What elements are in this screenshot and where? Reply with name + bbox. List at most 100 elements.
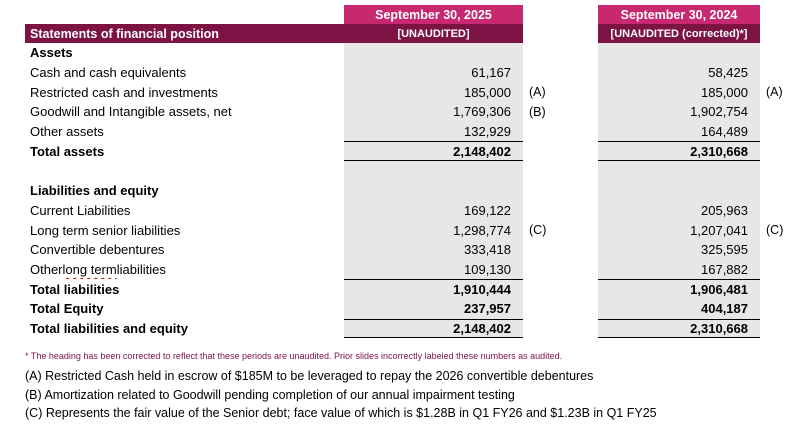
table-row: Cash and cash equivalents 61,167 58,425 bbox=[25, 62, 790, 83]
value-2025: 61,167 bbox=[344, 62, 523, 83]
table-row: Other assets 132,929 164,489 bbox=[25, 121, 790, 142]
column-gap bbox=[558, 102, 598, 122]
table-row: Total Equity 237,957 404,187 bbox=[25, 298, 790, 319]
value-2024: 325,595 bbox=[598, 239, 760, 260]
note-ref-2025 bbox=[523, 63, 558, 83]
value-2024 bbox=[598, 43, 760, 63]
note-ref-2024 bbox=[760, 102, 790, 122]
table-row: Long term senior liabilities 1,298,774 (C)… bbox=[25, 220, 790, 240]
value-2024: 185,000 bbox=[598, 82, 760, 103]
note-ref-2024: (C) bbox=[766, 223, 784, 238]
header-spacer bbox=[523, 5, 558, 24]
header-spacer bbox=[760, 24, 790, 43]
column-gap bbox=[558, 5, 598, 24]
value-2024: 164,489 bbox=[598, 121, 760, 142]
column-gap bbox=[558, 201, 598, 221]
note-ref-2025: (B) bbox=[529, 104, 546, 119]
date-header-2025: September 30, 2025 bbox=[344, 5, 523, 24]
note-ref-2024 bbox=[760, 319, 790, 339]
note-ref-2025 bbox=[523, 141, 558, 161]
value-2025: 185,000 bbox=[344, 82, 523, 103]
value-2024: 404,187 bbox=[598, 298, 760, 319]
table-row: Total liabilities 1,910,444 1,906,481 bbox=[25, 279, 790, 299]
column-gap bbox=[558, 181, 598, 201]
value-2024: 205,963 bbox=[598, 200, 760, 221]
footnote-c: (C) Represents the fair value of the Sen… bbox=[25, 406, 657, 421]
note-ref-2024 bbox=[760, 63, 790, 83]
value-2025 bbox=[344, 161, 523, 181]
row-label: Other long term liabilities bbox=[30, 261, 166, 277]
note-ref-2024 bbox=[760, 279, 790, 299]
table-row: Current Liabilities 169,122 205,963 bbox=[25, 200, 790, 221]
column-gap bbox=[558, 141, 598, 161]
table-rows: Assets Cash and cash equivalents 61,167 58,… bbox=[25, 43, 790, 339]
subtitle-2025: [UNAUDITED] bbox=[344, 24, 523, 43]
table-row: Convertible debentures 333,418 325,595 bbox=[25, 239, 790, 260]
table-row: Other long term liabilities 109,130 167,88… bbox=[25, 259, 790, 280]
table-row: Assets bbox=[25, 43, 790, 63]
note-ref-2025 bbox=[523, 299, 558, 319]
note-ref-2025 bbox=[523, 43, 558, 63]
row-label: Long term senior liabilities bbox=[30, 222, 181, 238]
column-gap bbox=[558, 24, 598, 43]
value-2024 bbox=[598, 161, 760, 181]
row-label: Cash and cash equivalents bbox=[30, 65, 187, 81]
row-label: Convertible debentures bbox=[30, 242, 165, 258]
value-2024: 2,310,668 bbox=[598, 318, 760, 339]
value-2025: 109,130 bbox=[344, 259, 523, 280]
header-spacer bbox=[25, 5, 344, 24]
table-row: Restricted cash and investments 185,000 (A… bbox=[25, 82, 790, 103]
spellcheck-underline: long term bbox=[62, 261, 117, 277]
footnotes: * The heading has been corrected to refl… bbox=[25, 351, 790, 423]
value-2024: 58,425 bbox=[598, 62, 760, 83]
header-spacer bbox=[523, 24, 558, 43]
table-row: Liabilities and equity bbox=[25, 180, 790, 201]
value-2024: 1,902,754 bbox=[598, 102, 760, 122]
row-label: Current Liabilities bbox=[30, 202, 131, 218]
row-label: Total liabilities and equity bbox=[30, 320, 188, 336]
column-gap bbox=[558, 82, 598, 102]
row-label: Total assets bbox=[30, 143, 105, 159]
footnote-b: (B) Amortization related to Goodwill pen… bbox=[25, 387, 515, 402]
note-ref-2025: (A) bbox=[529, 85, 546, 100]
row-label bbox=[25, 161, 344, 181]
row-label: Total liabilities bbox=[30, 281, 120, 297]
spacer-row bbox=[25, 161, 790, 181]
note-ref-2024: (A) bbox=[766, 85, 783, 100]
row-label: Goodwill and Intangible assets, net bbox=[30, 104, 232, 120]
note-ref-2024 bbox=[760, 201, 790, 221]
note-ref-2025 bbox=[523, 201, 558, 221]
table-header-title: Statements of financial position [UNAUDI… bbox=[25, 24, 790, 43]
note-ref-2024 bbox=[760, 161, 790, 181]
header-spacer bbox=[760, 5, 790, 24]
note-ref-2024 bbox=[760, 181, 790, 201]
note-ref-2024 bbox=[760, 43, 790, 63]
subtitle-2024: [UNAUDITED (corrected)*] bbox=[598, 24, 760, 43]
financial-position-slide: September 30, 2025 September 30, 2024 St… bbox=[25, 5, 790, 423]
value-2024 bbox=[598, 180, 760, 201]
table-title: Statements of financial position bbox=[25, 24, 344, 43]
column-gap bbox=[558, 43, 598, 63]
value-2025: 333,418 bbox=[344, 239, 523, 260]
note-ref-2025 bbox=[523, 319, 558, 339]
date-header-2024: September 30, 2024 bbox=[598, 5, 760, 24]
column-gap bbox=[558, 122, 598, 142]
note-ref-2024 bbox=[760, 260, 790, 280]
value-2025 bbox=[344, 180, 523, 201]
value-2024: 2,310,668 bbox=[598, 141, 760, 162]
note-ref-2025 bbox=[523, 161, 558, 181]
row-label: Assets bbox=[30, 45, 73, 61]
value-2025: 2,148,402 bbox=[344, 141, 523, 162]
note-ref-2024 bbox=[760, 141, 790, 161]
footnote-a: (A) Restricted Cash held in escrow of $1… bbox=[25, 369, 594, 384]
note-ref-2025 bbox=[523, 122, 558, 142]
value-2025 bbox=[344, 43, 523, 63]
value-2024: 1,906,481 bbox=[598, 279, 760, 299]
row-label: Restricted cash and investments bbox=[30, 84, 218, 100]
value-2025: 237,957 bbox=[344, 298, 523, 319]
column-gap bbox=[558, 240, 598, 260]
value-2025: 132,929 bbox=[344, 121, 523, 142]
note-ref-2024 bbox=[760, 299, 790, 319]
row-label: Liabilities and equity bbox=[30, 183, 159, 199]
row-label: Total Equity bbox=[30, 301, 104, 317]
